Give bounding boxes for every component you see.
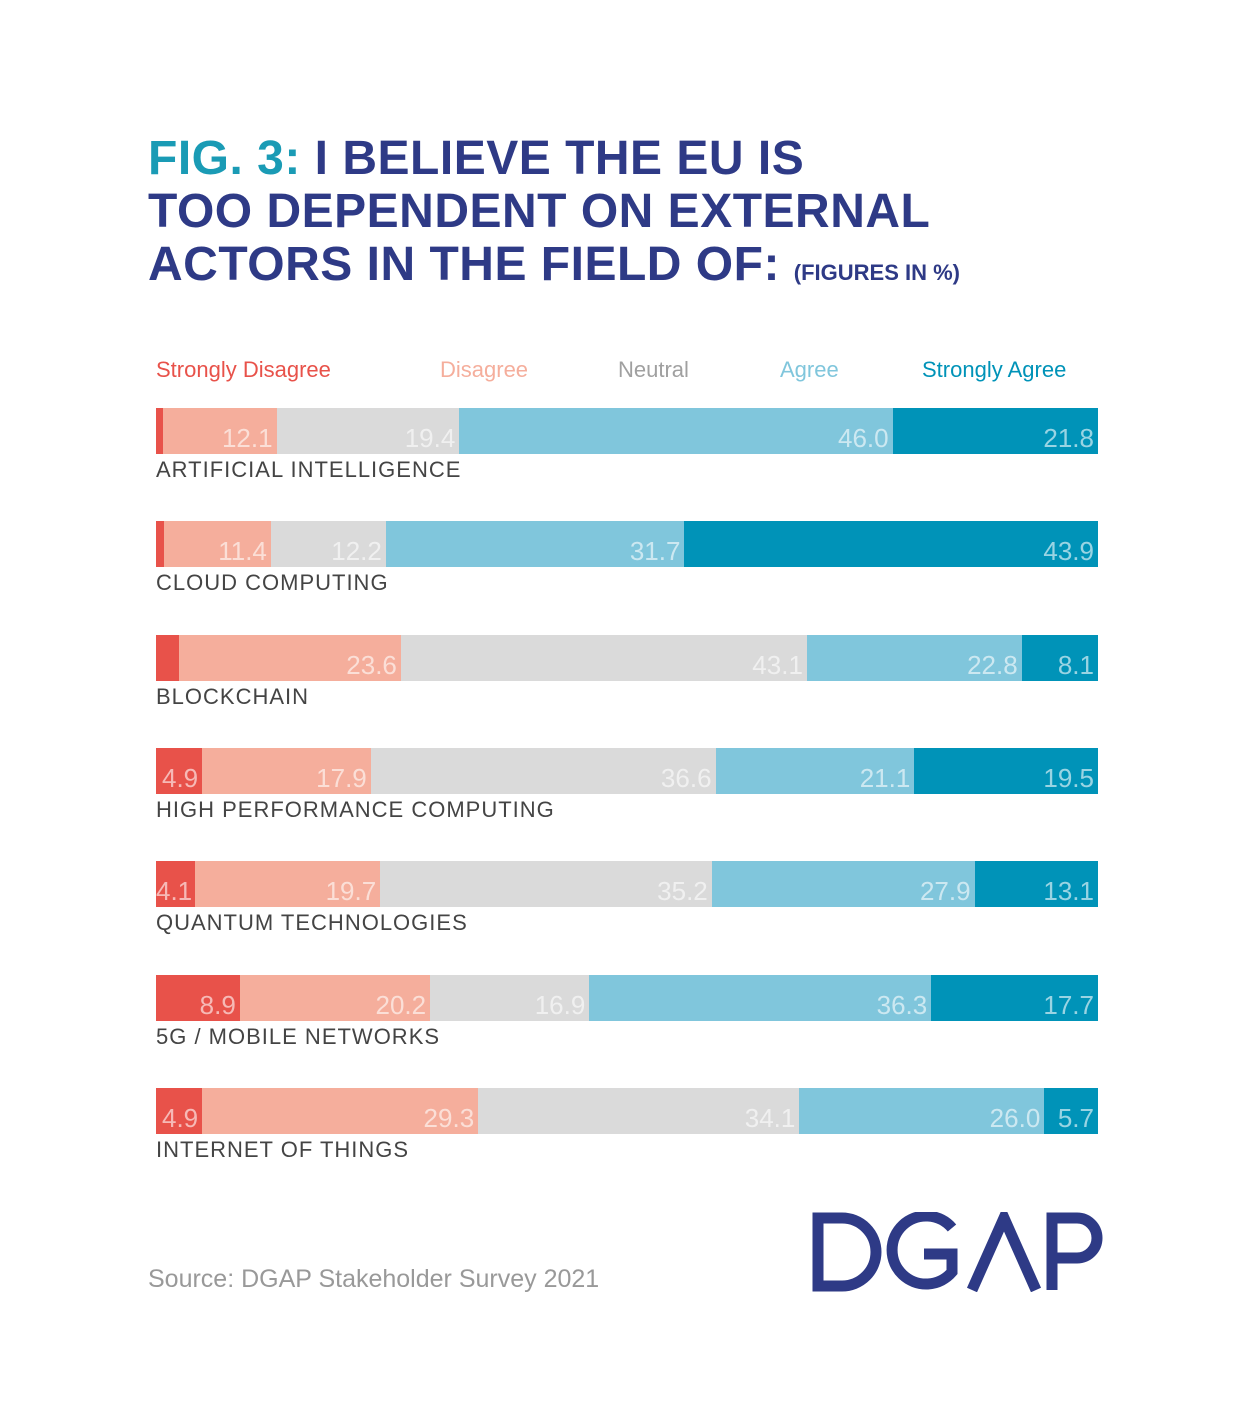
- data-label: 31.7: [629, 536, 681, 567]
- chart-title: FIG. 3: I BELIEVE THE EU IS TOO DEPENDENT…: [148, 132, 960, 299]
- bar-segment: [156, 974, 241, 1021]
- data-label: 21.1: [859, 762, 911, 793]
- data-label: 17.9: [316, 762, 367, 793]
- bar-segment: [1044, 1087, 1099, 1134]
- bar-segment: [156, 747, 203, 794]
- bar-segment: [799, 1087, 1045, 1134]
- bar-segment: [156, 521, 165, 568]
- title-line: I BELIEVE THE EU IS: [300, 132, 805, 185]
- data-label: 43.9: [1043, 536, 1094, 567]
- bar-segment: [478, 1087, 800, 1134]
- dgap-logo: [812, 1204, 1107, 1297]
- data-label: 21.8: [1043, 423, 1094, 453]
- bar-segment: [715, 747, 915, 794]
- bar-segment: [202, 1087, 479, 1134]
- category-label: INTERNET OF THINGS: [156, 1136, 410, 1162]
- data-label: 19.4: [404, 423, 456, 453]
- bar-segment: [202, 747, 372, 794]
- bar-segment: [276, 408, 460, 454]
- legend-item: Strongly Agree: [922, 357, 1067, 382]
- bar-segment: [684, 521, 1099, 568]
- bar-segment: [931, 974, 1099, 1021]
- data-label: 4.9: [162, 762, 199, 793]
- category-label: QUANTUM TECHNOLOGIES: [156, 910, 468, 936]
- source-note: Source: DGAP Stakeholder Survey 2021: [148, 1265, 600, 1293]
- data-label: 8.1: [1057, 649, 1094, 680]
- bar-segment: [370, 747, 717, 794]
- data-label: 19.7: [325, 876, 377, 907]
- bar-segment: [914, 747, 1099, 794]
- bar-segment: [156, 634, 180, 681]
- category-label: BLOCKCHAIN: [156, 683, 310, 709]
- bar-segment: [156, 1087, 203, 1134]
- bar-segment: [163, 521, 272, 568]
- bar-segment: [156, 861, 196, 908]
- category-label: 5G / MOBILE NETWORKS: [156, 1023, 441, 1049]
- legend-item: Neutral: [618, 357, 689, 382]
- bar-segment: [430, 974, 590, 1021]
- title-units: (FIGURES IN %): [793, 260, 961, 285]
- bar-segment: [400, 634, 808, 681]
- title-line: TOO DEPENDENT ON EXTERNAL: [148, 185, 931, 238]
- data-label: 20.2: [375, 989, 427, 1020]
- data-label: 27.9: [919, 876, 971, 907]
- bar-segment: [806, 634, 1023, 681]
- bar-segment: [459, 408, 894, 454]
- data-label: 16.9: [534, 989, 586, 1020]
- bar-segment: [385, 521, 685, 568]
- bar-segment: [1021, 634, 1099, 681]
- data-label: 12.1: [221, 423, 273, 453]
- data-label: 36.3: [876, 989, 928, 1020]
- data-label: 43.1: [752, 649, 803, 680]
- bar-segment: [380, 861, 713, 908]
- data-label: 5.7: [1057, 1102, 1094, 1133]
- data-label: 35.2: [657, 876, 708, 907]
- category-label: ARTIFICIAL INTELLIGENCE: [156, 457, 462, 482]
- legend-item: Agree: [780, 357, 839, 382]
- data-label: 36.6: [660, 762, 712, 793]
- data-label: 23.6: [346, 649, 397, 680]
- data-label: 34.1: [744, 1102, 796, 1133]
- data-label: 4.9: [162, 1102, 199, 1133]
- data-label: 13.1: [1043, 876, 1094, 907]
- data-label: 11.4: [218, 536, 267, 567]
- data-label: 46.0: [838, 423, 889, 453]
- legend-item: Strongly Disagree: [156, 357, 331, 382]
- bar-segment: [239, 974, 431, 1021]
- title-line: ACTORS IN THE FIELD OF:: [148, 238, 794, 291]
- data-label: 8.9: [199, 989, 236, 1020]
- bar-segment: [178, 634, 402, 681]
- data-label: 12.2: [331, 536, 382, 567]
- figure-number: FIG. 3:: [148, 132, 301, 185]
- data-label: 29.3: [423, 1102, 475, 1133]
- bar-segment: [711, 861, 976, 908]
- bar-segment: [589, 974, 932, 1021]
- bar-segment: [974, 861, 1099, 908]
- bar-segment: [194, 861, 381, 908]
- category-label: HIGH PERFORMANCE COMPUTING: [156, 796, 555, 822]
- bar-segment: [270, 521, 387, 568]
- bar-segment: [156, 408, 164, 454]
- data-label: 26.0: [989, 1102, 1041, 1133]
- data-label: 17.7: [1043, 989, 1094, 1020]
- legend-item: Disagree: [440, 357, 529, 382]
- data-label: 4.1: [156, 876, 193, 907]
- data-label: 19.5: [1043, 762, 1094, 793]
- bar-segment: [892, 408, 1099, 454]
- category-label: CLOUD COMPUTING: [156, 570, 389, 596]
- data-label: 22.8: [967, 649, 1018, 680]
- bar-segment: [162, 408, 278, 454]
